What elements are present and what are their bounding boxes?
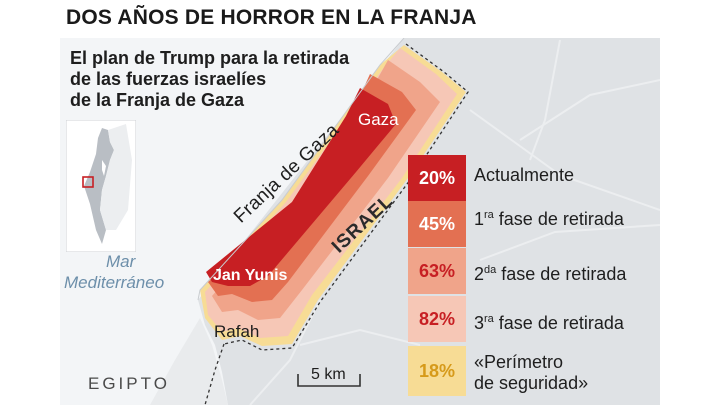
egypt-label: EGIPTO: [88, 374, 170, 393]
map-subtitle: El plan de Trump para la retirada de las…: [70, 48, 370, 111]
legend-swatch-phase1: 45%: [408, 201, 466, 247]
legend-swatch-phase2: 63%: [408, 248, 466, 294]
page-title: DOS AÑOS DE HORROR EN LA FRANJA: [66, 6, 477, 29]
coastline: [197, 38, 405, 301]
subtitle-line-2: de las fuerzas israelíes: [70, 69, 267, 89]
legend-label-phase1: 1ra fase de retirada: [474, 209, 624, 229]
sea-label-line-2: Mediterráneo: [64, 273, 165, 292]
legend-label-phase2: 2da fase de retirada: [474, 264, 627, 284]
legend-swatch-phase3: 82%: [408, 296, 466, 342]
inset-israel-shape: [84, 128, 114, 244]
inset-west-bank: [102, 160, 106, 176]
legend-value-perimeter: 18%: [418, 360, 456, 381]
locator-inset: [66, 120, 136, 252]
current-occupation-zone: [206, 88, 396, 286]
legend-label-perimeter-line-2: de seguridad»: [474, 373, 589, 393]
legend-swatch-perimeter: 18%: [408, 346, 466, 396]
legend-swatch-current: 20%: [408, 155, 466, 201]
legend-value-phase3: 82%: [418, 308, 456, 329]
subtitle-line-3: de la Franja de Gaza: [70, 90, 245, 110]
scale-bar: [297, 374, 361, 387]
legend-value-phase2: 63%: [418, 260, 456, 281]
egypt-coast: [150, 318, 228, 405]
legend-label-current: Actualmente: [474, 165, 575, 185]
scale-label: 5 km: [311, 366, 346, 383]
sea-label-line-1: Mar: [106, 252, 136, 271]
khan-yunis-label: Jan Yunis: [213, 267, 288, 284]
legend-value-phase1: 45%: [418, 213, 456, 234]
rafah-label: Rafah: [214, 322, 260, 341]
israel-border-line: [223, 43, 469, 351]
legend-label-phase3: 3ra fase de retirada: [474, 313, 624, 333]
road-network: [249, 39, 660, 405]
legend-label-perimeter-line-1: «Perímetro: [474, 352, 564, 372]
gaza-city-label: Gaza: [358, 110, 399, 129]
inset-gaza-marker: [82, 176, 94, 188]
inset-neighbor-land: [100, 124, 132, 230]
subtitle-line-1: El plan de Trump para la retirada: [70, 48, 350, 68]
legend-value-current: 20%: [418, 167, 456, 188]
